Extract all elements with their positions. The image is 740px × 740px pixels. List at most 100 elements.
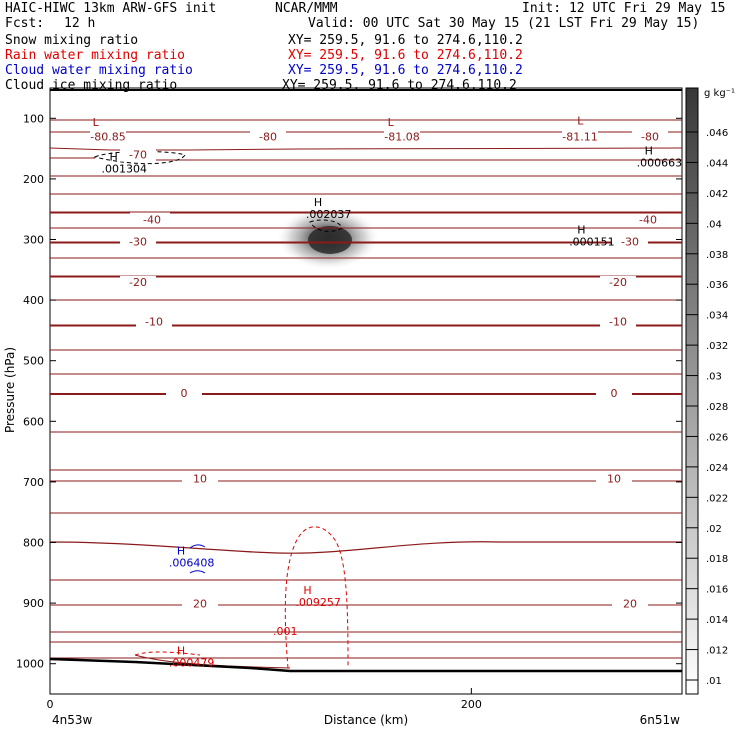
y-tick-label: 1000 xyxy=(16,658,44,671)
contour-label-bg xyxy=(90,130,126,144)
colorbar-tick-label: .03 xyxy=(706,372,722,383)
contour-label-bg xyxy=(630,213,666,227)
y-tick-label: 700 xyxy=(23,476,44,489)
x-axis-title: Distance (km) xyxy=(324,713,408,727)
rain-contour-label: .001 xyxy=(273,625,298,638)
colorbar-tick-label: .046 xyxy=(706,128,728,139)
colorbar-tick-label: .026 xyxy=(706,432,728,443)
contour-label-bg xyxy=(120,235,156,249)
colorbar-tick-label: .042 xyxy=(706,189,728,200)
contour-label: -30 xyxy=(621,235,639,248)
contour-label: -20 xyxy=(609,276,627,289)
extremum-symbol: H xyxy=(303,584,311,597)
contour-label: -10 xyxy=(609,315,627,328)
x-tick-label: 200 xyxy=(461,698,482,711)
contour-label-bg xyxy=(182,597,218,611)
contour-label: -80 xyxy=(259,130,277,143)
rain-mixing-ratio-contours xyxy=(134,526,349,669)
extremum-value: .006408 xyxy=(169,557,215,570)
colorbar-ticks: .046 .044 .042 .04 .038 .036 .034 .032 .03 .028 .0… xyxy=(686,128,728,687)
colorbar-tick-label: .018 xyxy=(706,554,728,565)
model-title: HAIC-HIWC 13km ARW-GFS init xyxy=(5,1,217,16)
colorbar-unit: g kg⁻¹ xyxy=(704,88,735,99)
contour-label-bg xyxy=(596,472,632,486)
extremum-value: .000151 xyxy=(569,235,615,248)
colorbar-tick-label: .022 xyxy=(706,493,728,504)
x-axis: 0 200 xyxy=(47,688,482,711)
colorbar-tick-label: .012 xyxy=(706,646,728,657)
contour-label: -81.11 xyxy=(562,130,597,143)
extremum-symbol: H xyxy=(314,196,322,209)
extremum-symbol: L xyxy=(577,114,584,127)
fcst-value: 12 h xyxy=(64,16,96,31)
extremum-value: .009257 xyxy=(295,596,341,609)
colorbar xyxy=(685,87,699,695)
extrema-markers: L L LH.001304H.000663H.002037H.000151H.006… xyxy=(93,114,682,669)
y-tick-label: 200 xyxy=(23,173,44,186)
fcst-label: Fcst: xyxy=(5,16,45,31)
colorbar-tick-label: .01 xyxy=(706,676,722,687)
contour-label-bg xyxy=(600,275,636,289)
extremum-symbol: H xyxy=(645,145,653,158)
valid-time: Valid: 00 UTC Sat 30 May 15 (21 LST Fri … xyxy=(308,16,700,31)
field-name-snow: Snow mixing ratio xyxy=(5,33,139,48)
contour-label: -70 xyxy=(129,149,147,162)
contour-label-bg xyxy=(562,130,598,144)
extremum-symbol: H xyxy=(577,223,585,236)
snow-max-core xyxy=(308,226,352,254)
contour-label: -80 xyxy=(641,130,659,143)
extremum-value: .002037 xyxy=(306,208,352,221)
colorbar-tick-label: .038 xyxy=(706,250,728,261)
y-axis-title: Pressure (hPa) xyxy=(3,347,17,433)
colorbar-tick-label: .032 xyxy=(706,341,728,352)
ice-contour-line xyxy=(309,219,343,232)
contour-label-bg xyxy=(384,130,420,144)
ice-mixing-ratio-contours xyxy=(93,151,343,232)
contour-label: -10 xyxy=(145,315,163,328)
contour-line xyxy=(134,654,291,669)
colorbar-tick-label: .028 xyxy=(706,402,728,413)
extremum-value: .001304 xyxy=(102,163,147,176)
contour-label: 0 xyxy=(611,387,618,400)
extremum-value: .000479 xyxy=(169,657,215,670)
contour-line xyxy=(49,541,682,554)
contour-label: -81.08 xyxy=(384,130,419,143)
y-tick-label: 300 xyxy=(23,234,44,247)
temperature-contours xyxy=(49,119,683,669)
contour-label-bg xyxy=(166,386,202,400)
contour-label: -40 xyxy=(639,214,657,227)
field-xy-snow: XY= 259.5, 91.6 to 274.6,110.2 xyxy=(288,33,523,48)
y-tick-label: 800 xyxy=(23,537,44,550)
contour-label: -30 xyxy=(129,235,147,248)
rain-contour-line xyxy=(284,526,349,669)
contour-label-bg xyxy=(596,386,632,400)
contour-label: 20 xyxy=(193,598,207,611)
colorbar-tick-label: .02 xyxy=(706,524,722,535)
contour-label: 20 xyxy=(623,598,637,611)
field-xy-cloudwater: XY= 259.5, 91.6 to 274.6,110.2 xyxy=(288,63,523,78)
contour-label-bg xyxy=(136,315,172,329)
contour-label: -20 xyxy=(129,276,147,289)
center-label: NCAR/MMM xyxy=(275,1,338,16)
y-tick-label: 900 xyxy=(23,597,44,610)
contour-label-bg xyxy=(632,130,668,144)
contour-label: -80.85 xyxy=(90,130,125,143)
colorbar-tick-label: .014 xyxy=(706,615,728,626)
colorbar-tick-label: .036 xyxy=(706,280,728,291)
extremum-symbol: L xyxy=(388,116,395,129)
extremum-symbol: H xyxy=(110,151,118,164)
colorbar-tick-label: .034 xyxy=(706,311,728,322)
extremum-symbol: L xyxy=(93,116,100,129)
contour-label-bg xyxy=(612,235,648,249)
contour-label-bg xyxy=(600,315,636,329)
right-endpoint-label: 6n51w xyxy=(640,713,681,727)
contour-line xyxy=(49,147,683,151)
colorbar-tick-label: .04 xyxy=(706,219,722,230)
colorbar-tick-label: .024 xyxy=(706,463,728,474)
y-tick-label: 500 xyxy=(23,355,44,368)
contour-label: 10 xyxy=(193,472,207,485)
contour-label-bg xyxy=(120,148,156,162)
contour-label-bg xyxy=(612,597,648,611)
contour-label: 10 xyxy=(607,472,621,485)
